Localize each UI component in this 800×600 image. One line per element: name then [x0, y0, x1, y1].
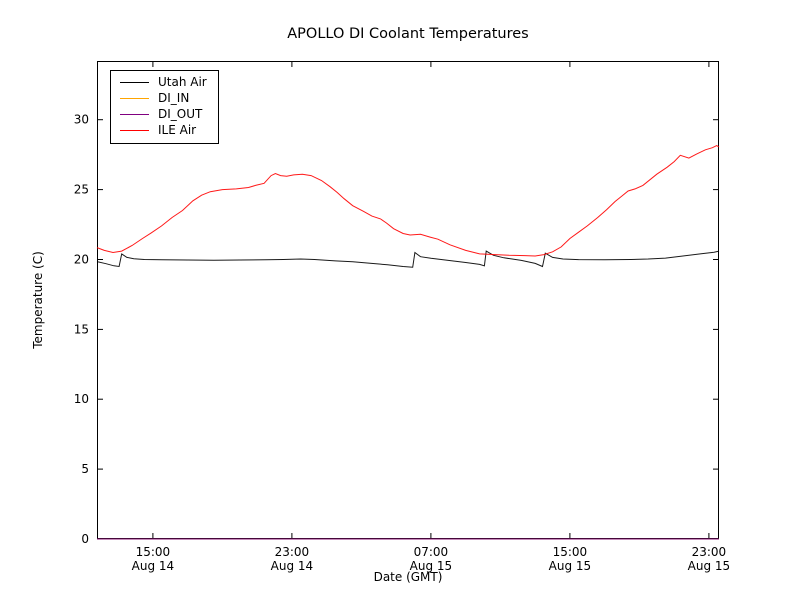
x-tick-time-label: 15:00: [136, 545, 171, 559]
legend-line-sample: [120, 113, 149, 116]
legend-line-sample: [120, 97, 149, 100]
y-tick-label: 15: [74, 322, 89, 336]
x-tick-date-label: Aug 15: [549, 559, 592, 573]
x-tick-time-label: 07:00: [414, 545, 449, 559]
legend-item: DI_OUT: [120, 108, 207, 121]
legend: Utah Air DI_IN DI_OUT ILE Air: [110, 70, 219, 144]
legend-item-label: Utah Air: [158, 75, 207, 89]
x-tick-time-label: 23:00: [692, 545, 727, 559]
legend-item-label: ILE Air: [158, 123, 197, 137]
plot-area: 15:00 Aug 14 23:00 Aug 14 07:00 Aug 15 15:00 Au…: [74, 61, 730, 573]
x-tick-time-label: 15:00: [553, 545, 588, 559]
legend-item-label: DI_OUT: [158, 107, 203, 121]
y-tick-label: 10: [74, 392, 89, 406]
legend-item-label: DI_IN: [158, 91, 190, 105]
y-tick-label: 5: [81, 462, 89, 476]
series-line-utah-air: [96, 250, 720, 268]
legend-item: Utah Air: [120, 76, 207, 89]
y-tick-label: 0: [81, 532, 89, 546]
x-tick-date-label: Aug 14: [271, 559, 314, 573]
y-axis-label: Temperature (C): [31, 251, 45, 349]
x-tick-date-label: Aug 15: [410, 559, 453, 573]
x-tick-date-label: Aug 15: [688, 559, 731, 573]
chart-title: APOLLO DI Coolant Temperatures: [287, 26, 529, 42]
x-tick-date-label: Aug 14: [132, 559, 175, 573]
x-axis-label: Date (GMT): [373, 570, 443, 584]
series-line-ile-air: [96, 145, 720, 257]
legend-line-sample: [120, 129, 149, 132]
y-tick-label: 30: [74, 113, 89, 127]
x-tick-time-label: 23:00: [275, 545, 310, 559]
legend-line-sample: [120, 81, 149, 84]
legend-item: DI_IN: [120, 92, 207, 105]
legend-item: ILE Air: [120, 124, 207, 137]
y-tick-label: 25: [74, 183, 89, 197]
y-tick-label: 20: [74, 253, 89, 267]
